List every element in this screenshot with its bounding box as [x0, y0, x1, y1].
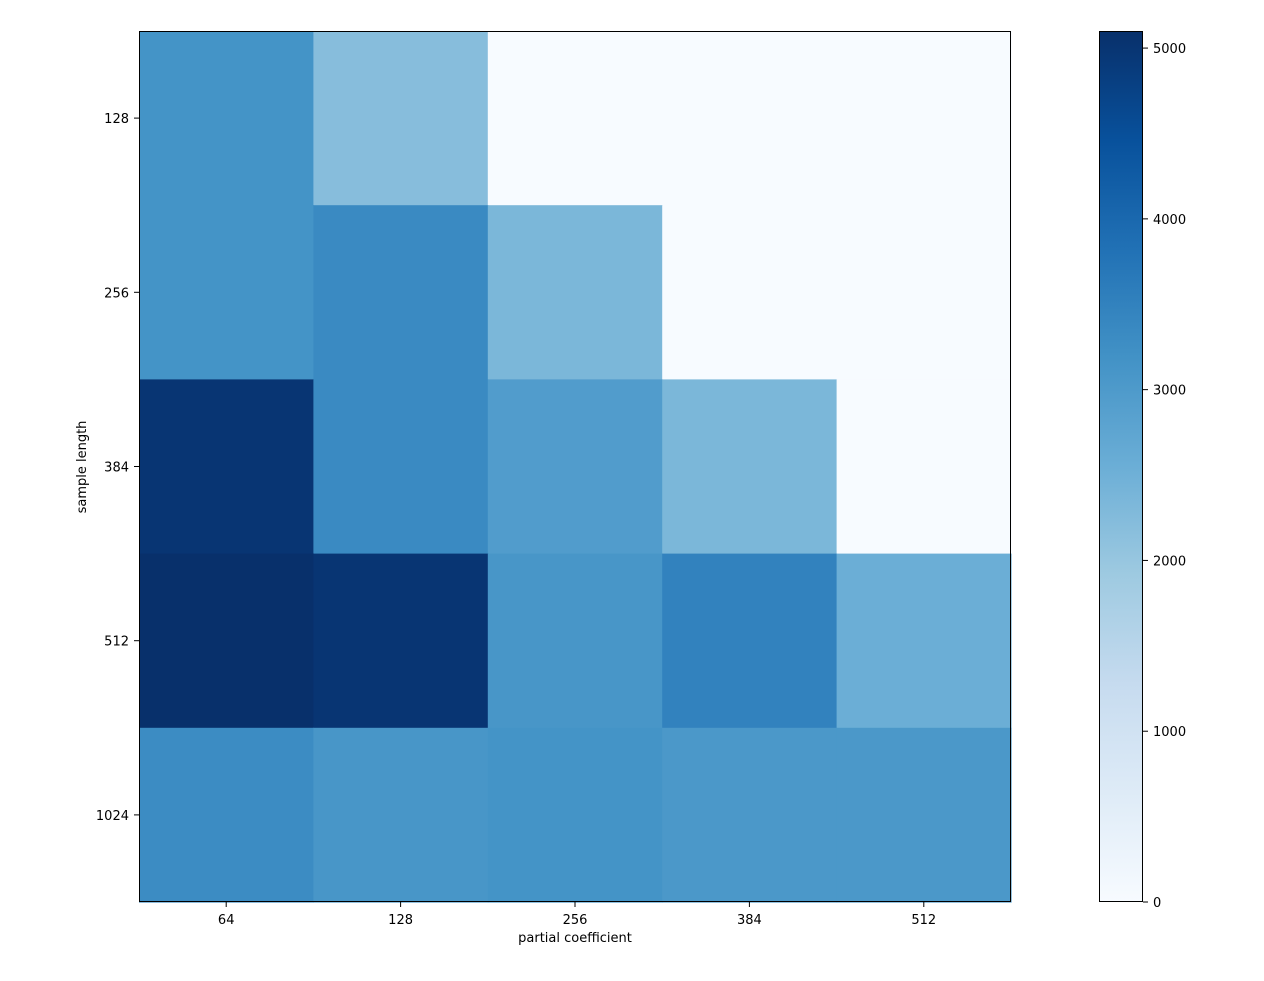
heatmap-cell	[836, 553, 1012, 729]
colorbar-tick-label: 1000	[1153, 725, 1186, 740]
heatmap-cell	[487, 205, 663, 380]
heatmap-cell	[836, 205, 1012, 380]
heatmap-cell	[487, 727, 663, 903]
heatmap-cell	[836, 31, 1012, 206]
heatmap-cell	[313, 727, 489, 903]
colorbar-tick-label: 3000	[1153, 384, 1186, 399]
heatmap-cell	[662, 379, 838, 555]
heatmap-cell	[662, 727, 838, 903]
x-tick-label: 64	[218, 913, 235, 928]
colorbar-ticks: 0 1000 2000 3000 4000 5000	[1143, 42, 1186, 911]
heatmap-cell	[139, 553, 314, 729]
heatmap-cell	[139, 727, 314, 903]
plot-frame	[139, 31, 1011, 902]
x-tick-label: 384	[737, 913, 762, 928]
colorbar-tick-label: 4000	[1153, 213, 1186, 228]
y-tick-label: 512	[104, 635, 129, 650]
heatmap-cell	[836, 379, 1012, 555]
colorbar-tick-label: 0	[1153, 896, 1161, 911]
heatmap-cell	[487, 31, 663, 206]
y-tick-label: 384	[104, 461, 129, 476]
heatmap-cell	[662, 31, 838, 206]
heatmap-cell	[313, 553, 489, 729]
heatmap-cell	[662, 553, 838, 729]
y-axis: 128 256 384 512 1024	[96, 112, 139, 824]
y-tick-label: 1024	[96, 809, 129, 824]
heatmap-cell	[487, 379, 663, 555]
x-tick-label: 256	[563, 913, 588, 928]
heatmap-cells	[139, 31, 1012, 903]
colorbar-tick-label: 2000	[1153, 554, 1186, 569]
x-tick-label: 512	[911, 913, 936, 928]
x-axis: 64 128 256 384 512	[218, 902, 936, 928]
x-axis-label: partial coefficient	[518, 931, 632, 946]
colorbar-tick-label: 5000	[1153, 42, 1186, 57]
y-tick-label: 128	[104, 112, 129, 127]
y-tick-label: 256	[104, 286, 129, 301]
heatmap-cell	[139, 379, 314, 555]
y-axis-label: sample length	[75, 421, 90, 514]
heatmap-cell	[139, 31, 314, 206]
heatmap-cell	[139, 205, 314, 380]
x-tick-label: 128	[388, 913, 413, 928]
heatmap-cell	[836, 727, 1012, 903]
heatmap-cell	[313, 379, 489, 555]
heatmap-cell	[662, 205, 838, 380]
heatmap-cell	[313, 31, 489, 206]
heatmap-cell	[313, 205, 489, 380]
heatmap-cell	[487, 553, 663, 729]
colorbar-gradient	[1099, 31, 1143, 902]
